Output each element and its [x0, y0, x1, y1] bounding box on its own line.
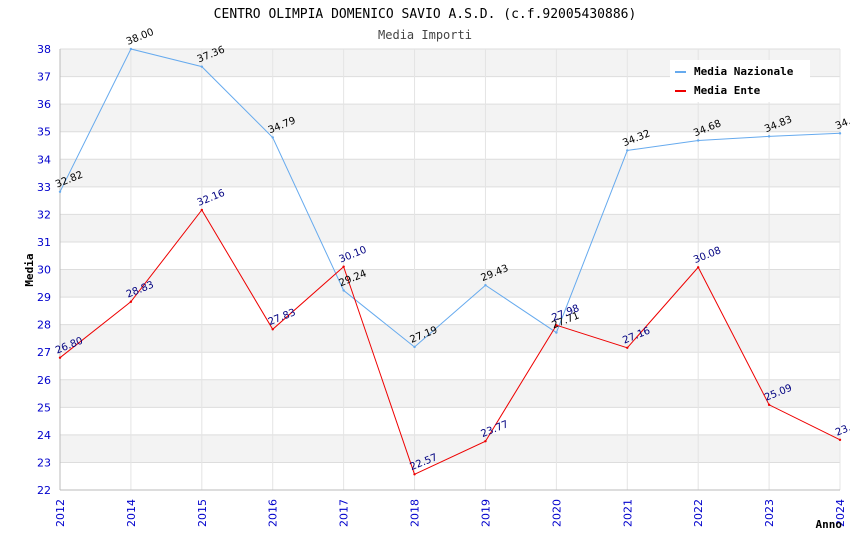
data-point: [200, 65, 204, 68]
y-tick-label: 30: [37, 264, 51, 277]
data-point: [484, 440, 487, 443]
x-tick-label: 2023: [763, 499, 776, 527]
legend-box: [670, 60, 810, 102]
y-tick-label: 36: [37, 98, 51, 111]
y-tick-label: 37: [37, 71, 51, 84]
x-tick-label: 2017: [338, 499, 351, 527]
data-point: [58, 356, 62, 359]
chart-subtitle: Media Importi: [378, 28, 472, 42]
y-tick-label: 28: [37, 319, 51, 332]
y-tick-label: 31: [37, 236, 51, 249]
plot-band: [60, 269, 840, 298]
data-point: [129, 300, 133, 303]
data-point: [767, 135, 771, 138]
x-tick-label: 2020: [550, 499, 563, 527]
data-point: [767, 403, 771, 407]
x-tick-label: 2014: [125, 499, 138, 527]
legend-label-media-ente: Media Ente: [694, 84, 761, 97]
y-axis-label: Media: [23, 253, 36, 286]
y-tick-label: 33: [37, 181, 51, 194]
data-point: [413, 473, 416, 476]
plot-band: [60, 159, 840, 187]
x-tick-label: 2016: [267, 499, 280, 527]
y-tick-label: 25: [37, 401, 51, 414]
x-tick-label: 2018: [409, 499, 422, 527]
data-label: 38.00: [125, 27, 156, 48]
x-tick-label: 2019: [479, 499, 492, 527]
x-axis-label: Anno: [816, 518, 843, 531]
y-tick-label: 26: [37, 374, 51, 387]
data-point: [696, 266, 700, 269]
x-tick-label: 2024: [834, 499, 847, 527]
x-tick-label: 2015: [196, 499, 209, 527]
gridlines: [59, 48, 841, 491]
y-tick-label: 29: [37, 291, 51, 304]
x-tick-label: 2012: [54, 499, 67, 527]
data-point: [271, 136, 274, 139]
plot-background: [60, 49, 840, 463]
data-point: [696, 139, 700, 142]
series-line-media-ente: [59, 209, 841, 475]
data-point: [555, 331, 558, 334]
data-label: 23.82: [834, 418, 850, 439]
legend-label-media-nazionale: Media Nazionale: [694, 65, 794, 78]
plot-band: [60, 324, 840, 353]
plot-band: [60, 104, 840, 132]
data-point: [342, 265, 345, 268]
data-label: 30.10: [338, 245, 369, 266]
legend: Media Nazionale Media Ente: [670, 60, 810, 102]
series-line-media-nazionale: [59, 48, 841, 348]
plot-band: [60, 379, 840, 408]
x-tick-label: 2022: [692, 499, 705, 527]
data-point: [838, 132, 842, 135]
data-point: [413, 345, 416, 349]
data-point: [342, 289, 345, 292]
data-point: [484, 284, 487, 287]
data-point: [626, 346, 629, 349]
data-point: [129, 47, 133, 51]
chart-title: CENTRO OLIMPIA DOMENICO SAVIO A.S.D. (c.…: [214, 7, 637, 22]
data-point: [626, 149, 629, 152]
y-tick-label: 22: [37, 484, 51, 497]
data-point: [271, 328, 274, 331]
x-tick-label: 2021: [621, 499, 634, 527]
plot-band: [60, 434, 840, 463]
y-tick-label: 34: [37, 153, 51, 166]
y-axis-ticks: 22 23 24 25 26 27 28 29 30 31 32 33 34 35 36 37 38: [37, 43, 51, 497]
plot-band: [60, 214, 840, 242]
y-tick-label: 23: [37, 456, 51, 469]
data-point: [555, 323, 558, 327]
y-tick-label: 24: [37, 429, 51, 442]
y-tick-label: 27: [37, 346, 51, 359]
data-point: [58, 190, 62, 193]
series-group: [58, 47, 842, 476]
data-point: [200, 208, 204, 212]
y-tick-label: 38: [37, 43, 51, 56]
data-label: 32.16: [196, 188, 227, 209]
y-tick-label: 35: [37, 126, 51, 139]
y-tick-label: 32: [37, 208, 51, 221]
data-point: [838, 438, 842, 442]
data-label: 30.08: [692, 245, 723, 266]
x-axis-ticks: 2012 2014 2015 2016 2017 2018 2019 2020 2021 2022…: [54, 499, 847, 527]
